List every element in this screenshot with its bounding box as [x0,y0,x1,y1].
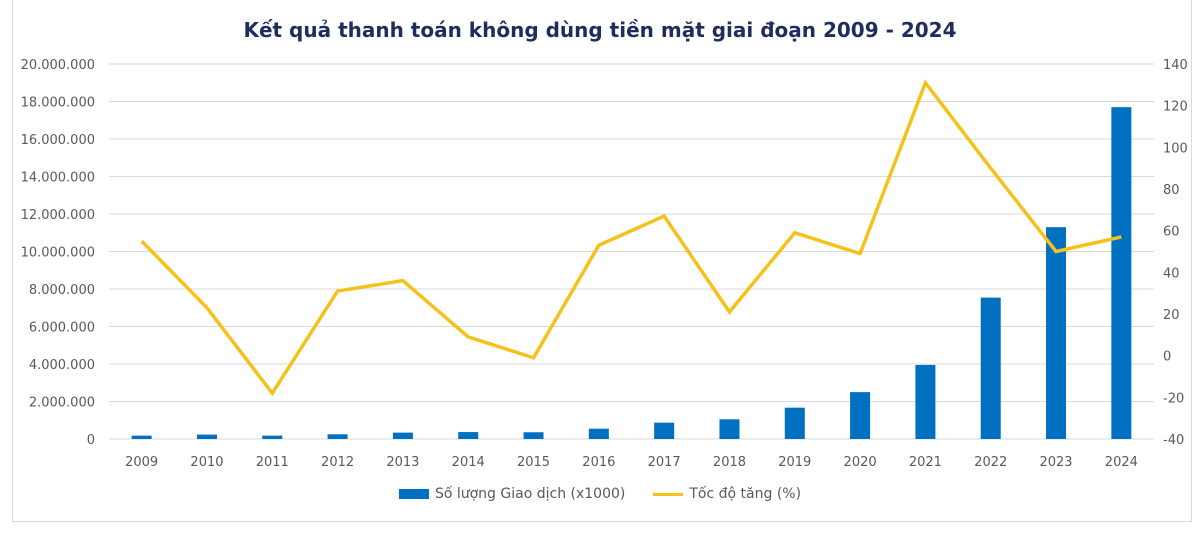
left-axis-tick: 0 [87,433,95,448]
bar [980,297,1001,439]
right-axis-tick: -20 [1163,391,1184,406]
right-axis-tick: 60 [1163,225,1180,240]
bar [458,432,479,439]
left-axis-tick: 2.000.000 [29,396,95,411]
x-axis-tick: 2020 [844,455,877,470]
left-axis-tick: 20.000.000 [21,58,95,73]
x-axis-tick: 2019 [778,455,811,470]
x-axis-tick: 2009 [125,455,158,470]
bar [1111,107,1132,439]
left-axis-tick: 8.000.000 [29,283,95,298]
chart-frame [12,0,1192,522]
x-axis-tick: 2010 [190,455,223,470]
bar [850,392,871,439]
left-axis-tick: 6.000.000 [29,321,95,336]
x-axis-tick: 2016 [582,455,615,470]
bar [915,364,936,439]
chart-title: Kết quả thanh toán không dùng tiền mặt g… [243,18,957,42]
x-axis-tick: 2013 [386,455,419,470]
legend-swatch-line [653,492,684,496]
legend-item-transactions: Số lượng Giao dịch (x1000) [398,486,626,502]
legend-swatch-bar [398,489,429,499]
bar [392,432,413,439]
left-axis-tick: 10.000.000 [21,246,95,261]
x-axis-tick: 2024 [1105,455,1138,470]
legend-label-transactions: Số lượng Giao dịch (x1000) [434,486,626,502]
bar [196,434,217,439]
bar [327,434,348,439]
left-axis-tick: 4.000.000 [29,358,95,373]
right-axis-tick: 40 [1163,266,1180,281]
bar [262,435,283,439]
right-axis-tick: 100 [1163,141,1188,156]
growth-line [140,79,1122,397]
x-axis-tick: 2018 [713,455,746,470]
x-axis-tick: 2022 [974,455,1007,470]
left-axis-tick: 18.000.000 [21,96,95,111]
right-axis-tick: 20 [1163,308,1180,323]
legend: Số lượng Giao dịch (x1000) Tốc độ tăng (… [0,486,1200,502]
legend-item-growth: Tốc độ tăng (%) [653,486,801,502]
bar [654,422,675,439]
bar [523,432,544,439]
right-axis-tick: 80 [1163,183,1180,198]
right-axis-tick: 120 [1163,100,1188,115]
right-axis-tick: 140 [1163,58,1188,73]
left-axis-tick: 16.000.000 [21,133,95,148]
right-axis-tick: 0 [1163,350,1171,365]
left-axis-tick: 12.000.000 [21,208,95,223]
legend-label-growth: Tốc độ tăng (%) [689,486,802,502]
bar [719,419,740,439]
x-axis-tick: 2017 [648,455,681,470]
x-axis-tick: 2012 [321,455,354,470]
x-axis-tick: 2011 [256,455,289,470]
right-axis-tick: -40 [1163,433,1184,448]
bar [1046,227,1067,439]
x-axis-tick: 2014 [452,455,485,470]
bar [588,428,609,439]
left-axis-tick: 14.000.000 [21,171,95,186]
bar [784,407,805,439]
bar [131,435,152,439]
x-axis-tick: 2015 [517,455,550,470]
x-axis-tick: 2021 [909,455,942,470]
x-axis-tick: 2023 [1039,455,1072,470]
